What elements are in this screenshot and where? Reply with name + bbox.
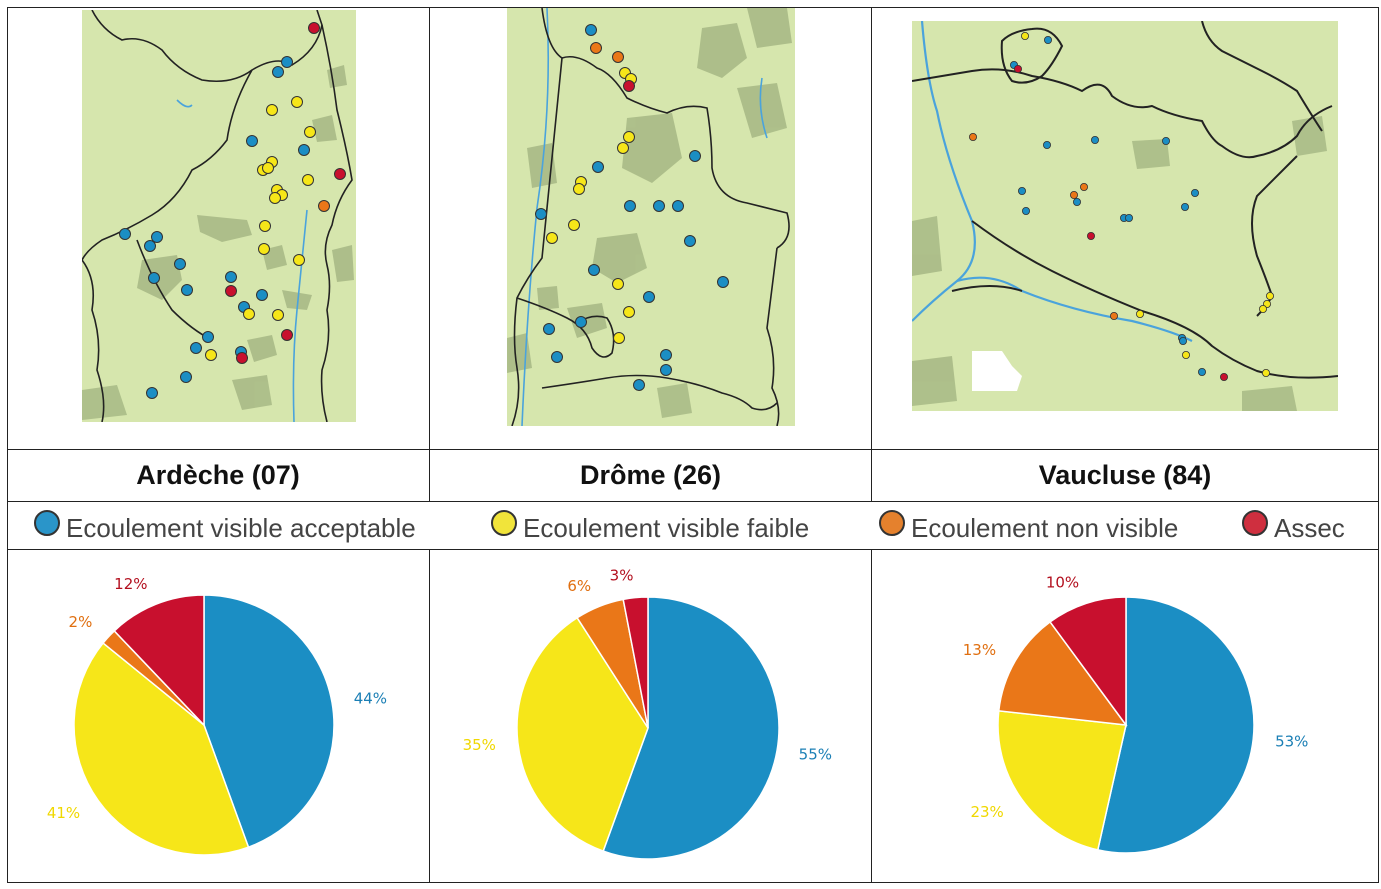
pie-label-non-visible: 6% <box>567 577 591 595</box>
legend-swatch-acceptable <box>34 509 60 536</box>
legend-label: Ecoulement non visible <box>911 513 1179 543</box>
table-border-left <box>7 7 8 883</box>
map-ardeche <box>82 10 356 422</box>
table-divider <box>871 549 872 883</box>
pie-chart-ardeche: 44% 41% 2% 12% <box>47 575 387 856</box>
pie-slice-acceptable <box>602 596 780 860</box>
region-name-ardeche: Ardèche (07) <box>136 459 300 490</box>
legend-item-acceptable: Ecoulement visible acceptable <box>34 502 416 549</box>
table-divider <box>7 501 1379 502</box>
legend-swatch-non-visible <box>879 509 905 536</box>
legend-label: Assec <box>1274 513 1345 543</box>
pie-slice-acceptable <box>1096 596 1255 854</box>
table-border-top <box>7 7 1379 8</box>
pie-label-non-visible: 13% <box>963 641 996 659</box>
legend-swatch-faible <box>491 509 517 536</box>
pie-slice-faible <box>997 709 1127 851</box>
pie-slice-faible <box>73 641 250 856</box>
table-divider <box>429 549 430 883</box>
table-divider <box>871 7 872 502</box>
table-border-bottom <box>7 882 1379 883</box>
region-name-drome: Drôme (26) <box>579 459 722 490</box>
pie-chart-vaucluse: 53% 23% 13% 10% <box>963 573 1308 854</box>
legend-item-assec: Assec <box>1242 502 1345 549</box>
comparison-table: Ardèche (07) Drôme (26) Vaucluse (84) Ec… <box>7 7 1379 883</box>
pie-label-faible: 23% <box>970 803 1003 821</box>
legend-swatch-assec <box>1242 509 1268 536</box>
pie-slice-assec <box>622 596 649 729</box>
pie-slice-assec <box>113 594 205 727</box>
pie-label-assec: 3% <box>610 567 634 585</box>
legend-item-non-visible: Ecoulement non visible <box>879 502 1178 549</box>
pie-label-faible: 41% <box>47 804 80 822</box>
pie-slice-acceptable <box>203 594 335 849</box>
pie-label-faible: 35% <box>463 736 496 754</box>
table-divider <box>429 7 430 502</box>
pie-label-acceptable: 55% <box>799 746 832 764</box>
legend-label: Ecoulement visible faible <box>523 513 810 543</box>
pie-label-non-visible: 2% <box>69 613 93 631</box>
region-name-vaucluse: Vaucluse (84) <box>1038 459 1212 490</box>
pie-label-acceptable: 44% <box>354 690 387 708</box>
map-drome <box>507 8 795 426</box>
pie-chart-drome: 55% 35% 6% 3% <box>463 567 832 860</box>
legend-label: Ecoulement visible acceptable <box>66 513 416 543</box>
pie-label-assec: 12% <box>114 575 147 593</box>
legend-item-faible: Ecoulement visible faible <box>491 502 809 549</box>
map-vaucluse <box>912 21 1338 411</box>
legend: Ecoulement visible acceptable Ecoulement… <box>7 502 1379 549</box>
table-divider <box>7 449 1379 450</box>
table-divider <box>7 549 1379 550</box>
pie-slice-faible <box>516 616 649 853</box>
pie-slice-assec <box>1049 596 1127 728</box>
pie-label-assec: 10% <box>1046 573 1079 591</box>
pie-slice-non-visible <box>997 620 1128 726</box>
table-border-right <box>1378 7 1379 883</box>
pie-label-acceptable: 53% <box>1275 733 1308 751</box>
